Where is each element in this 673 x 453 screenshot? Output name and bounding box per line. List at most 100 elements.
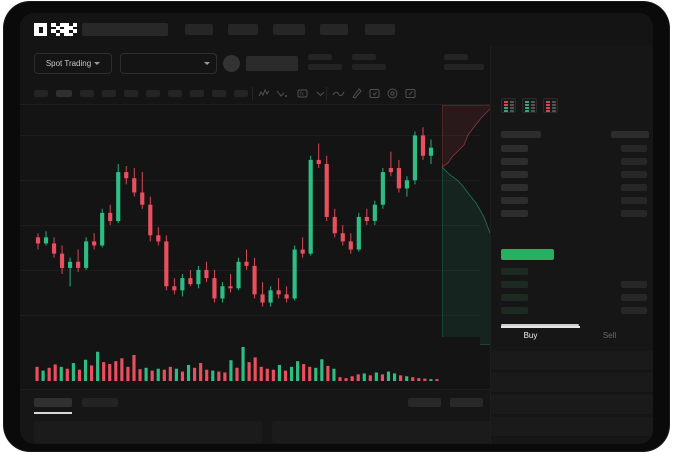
chevron-down-icon bbox=[94, 62, 101, 65]
order-book-header-price bbox=[501, 131, 541, 138]
market-stat-value bbox=[308, 64, 342, 70]
order-book-ask-price[interactable] bbox=[501, 184, 528, 191]
top-nav-item-0[interactable] bbox=[82, 23, 168, 36]
market-stat-2 bbox=[444, 54, 484, 70]
order-book-ask-price[interactable] bbox=[501, 145, 528, 152]
order-book-bid-price[interactable] bbox=[501, 281, 528, 288]
device-screen: Spot Trading fx bbox=[20, 13, 653, 444]
timeframe-6[interactable] bbox=[168, 90, 182, 97]
orders-card-1[interactable] bbox=[272, 421, 500, 443]
order-book-ask-amount bbox=[621, 210, 647, 217]
fullscreen-icon[interactable] bbox=[404, 87, 417, 100]
market-stat-value bbox=[352, 64, 386, 70]
order-book-ask-price[interactable] bbox=[501, 197, 528, 204]
trade-form-field-3[interactable] bbox=[491, 417, 653, 437]
order-book-ask-price[interactable] bbox=[501, 210, 528, 217]
coin-avatar bbox=[223, 55, 240, 72]
trading-pair-select[interactable] bbox=[120, 53, 217, 74]
trading-mode-label: Spot Trading bbox=[45, 59, 92, 68]
orders-action-1[interactable] bbox=[450, 398, 483, 407]
market-stat-value bbox=[444, 64, 484, 70]
order-book-ask-amount bbox=[621, 171, 647, 178]
toolbar-divider bbox=[326, 87, 327, 100]
top-nav-item-3[interactable] bbox=[273, 24, 305, 35]
order-book-bids-icon[interactable] bbox=[522, 98, 537, 113]
device-frame: Spot Trading fx bbox=[4, 2, 669, 451]
last-price-value bbox=[246, 56, 298, 71]
order-book-bid-amount bbox=[621, 307, 647, 314]
volume-histogram bbox=[20, 337, 480, 389]
trading-mode-select[interactable]: Spot Trading bbox=[34, 53, 112, 74]
trade-form-field-2[interactable] bbox=[491, 395, 653, 415]
timeframe-3[interactable] bbox=[102, 90, 116, 97]
alert-icon[interactable] bbox=[368, 87, 381, 100]
okx-logo-icon[interactable] bbox=[34, 23, 78, 37]
compare-icon[interactable] bbox=[276, 87, 289, 100]
order-book-header-amount bbox=[611, 131, 649, 138]
market-stat-0 bbox=[308, 54, 342, 70]
camera-icon[interactable] bbox=[386, 87, 399, 100]
orders-tab-1[interactable] bbox=[82, 398, 118, 407]
order-book-ask-price[interactable] bbox=[501, 158, 528, 165]
top-nav-item-4[interactable] bbox=[320, 24, 348, 35]
order-book-ask-price[interactable] bbox=[501, 171, 528, 178]
gridline-1 bbox=[20, 180, 480, 181]
market-stat-label bbox=[308, 54, 332, 60]
order-book-last-price bbox=[501, 249, 554, 260]
volume-series bbox=[35, 347, 439, 381]
line-chart-icon[interactable] bbox=[332, 87, 345, 100]
tab-sell[interactable]: Sell bbox=[602, 331, 617, 340]
market-stat-1 bbox=[352, 54, 386, 70]
order-book-asks-icon[interactable] bbox=[543, 98, 558, 113]
orders-action-0[interactable] bbox=[408, 398, 441, 407]
top-nav-item-2[interactable] bbox=[228, 24, 258, 35]
order-book-bid-amount bbox=[621, 281, 647, 288]
market-stat-label bbox=[444, 54, 468, 60]
orders-panel bbox=[20, 389, 500, 444]
svg-text:fx: fx bbox=[300, 92, 304, 98]
top-nav-item-1[interactable] bbox=[185, 24, 213, 35]
trade-form-field-0[interactable] bbox=[491, 351, 653, 371]
trade-form-field-1[interactable] bbox=[491, 373, 653, 393]
order-book-bid-price[interactable] bbox=[501, 294, 528, 301]
gridline-0 bbox=[20, 135, 480, 136]
trade-form-tabs: Buy Sell bbox=[491, 326, 653, 348]
order-book-both-icon[interactable] bbox=[501, 98, 516, 113]
eraser-icon[interactable] bbox=[350, 87, 363, 100]
order-book-bid-price[interactable] bbox=[501, 268, 528, 275]
order-book-and-trade-panel: Buy Sell bbox=[490, 46, 653, 444]
top-nav-item-5[interactable] bbox=[365, 24, 395, 35]
price-chart[interactable] bbox=[20, 105, 480, 337]
order-book-ask-amount bbox=[621, 145, 647, 152]
active-tab-underline bbox=[34, 412, 72, 414]
orders-card-0[interactable] bbox=[34, 421, 262, 443]
order-book-bid-amount bbox=[621, 294, 647, 301]
order-book-scrollbar[interactable] bbox=[501, 324, 579, 326]
chevron-down-icon[interactable] bbox=[314, 87, 327, 100]
templates-icon[interactable]: fx bbox=[296, 87, 309, 100]
timeframe-2[interactable] bbox=[80, 90, 94, 97]
buy-tab-underline bbox=[501, 326, 580, 328]
indicators-icon[interactable] bbox=[258, 87, 271, 100]
timeframe-1[interactable] bbox=[56, 90, 72, 97]
tab-buy[interactable]: Buy bbox=[523, 331, 538, 340]
market-stat-label bbox=[352, 54, 376, 60]
timeframe-8[interactable] bbox=[212, 90, 226, 97]
order-book-view-modes bbox=[501, 98, 558, 113]
gridline-4 bbox=[20, 315, 480, 316]
order-book-ask-amount bbox=[621, 184, 647, 191]
timeframe-5[interactable] bbox=[146, 90, 160, 97]
gridline-2 bbox=[20, 225, 480, 226]
chevron-down-icon bbox=[204, 62, 210, 65]
orders-tab-0[interactable] bbox=[34, 398, 72, 407]
top-navigation-bar bbox=[20, 13, 653, 46]
toolbar-divider bbox=[252, 87, 253, 100]
gridline-3 bbox=[20, 270, 480, 271]
order-book-ask-amount bbox=[621, 158, 647, 165]
candlestick-series bbox=[35, 127, 434, 307]
timeframe-7[interactable] bbox=[190, 90, 204, 97]
timeframe-4[interactable] bbox=[124, 90, 138, 97]
timeframe-9[interactable] bbox=[234, 90, 248, 97]
order-book-bid-price[interactable] bbox=[501, 307, 528, 314]
timeframe-0[interactable] bbox=[34, 90, 48, 97]
